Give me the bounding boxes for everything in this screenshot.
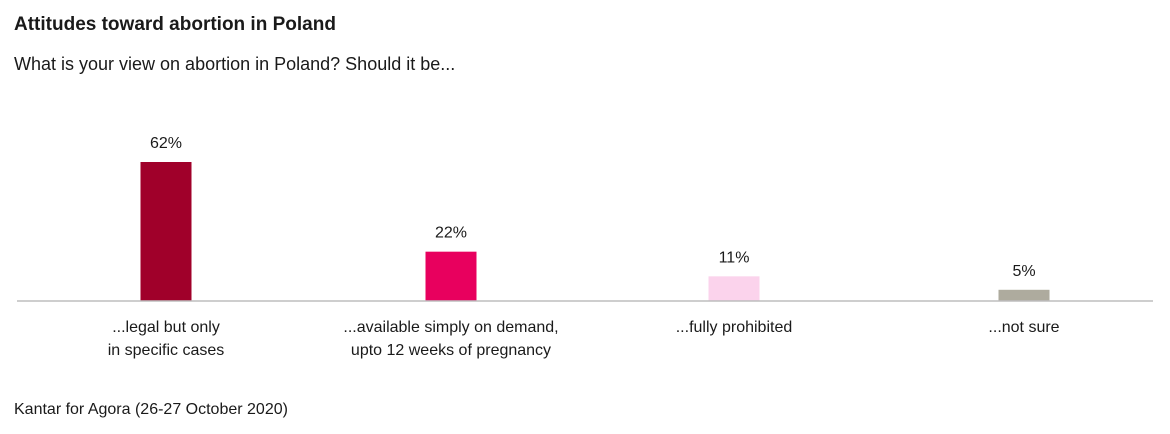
chart-subtitle: What is your view on abortion in Poland?… (14, 54, 456, 74)
source-note: Kantar for Agora (26-27 October 2020) (14, 401, 288, 418)
value-label-3: 11% (719, 249, 750, 266)
chart-title: Attitudes toward abortion in Poland (14, 14, 336, 35)
bar-2 (425, 251, 477, 301)
category-label-4-line-1: ...not sure (988, 319, 1059, 336)
value-label-1: 62% (150, 135, 182, 152)
value-label-2: 22% (435, 225, 467, 242)
category-label-2-line-1: ...available simply on demand, (343, 319, 558, 336)
category-label-3-line-1: ...fully prohibited (676, 319, 793, 336)
bar-1 (140, 162, 192, 301)
category-label-1-line-2: in specific cases (108, 342, 225, 359)
value-label-4: 5% (1012, 263, 1035, 280)
bar-4 (998, 289, 1050, 301)
bar-3 (708, 276, 760, 301)
category-label-2-line-2: upto 12 weeks of pregnancy (351, 342, 551, 359)
category-label-1-line-1: ...legal but only (112, 319, 220, 336)
